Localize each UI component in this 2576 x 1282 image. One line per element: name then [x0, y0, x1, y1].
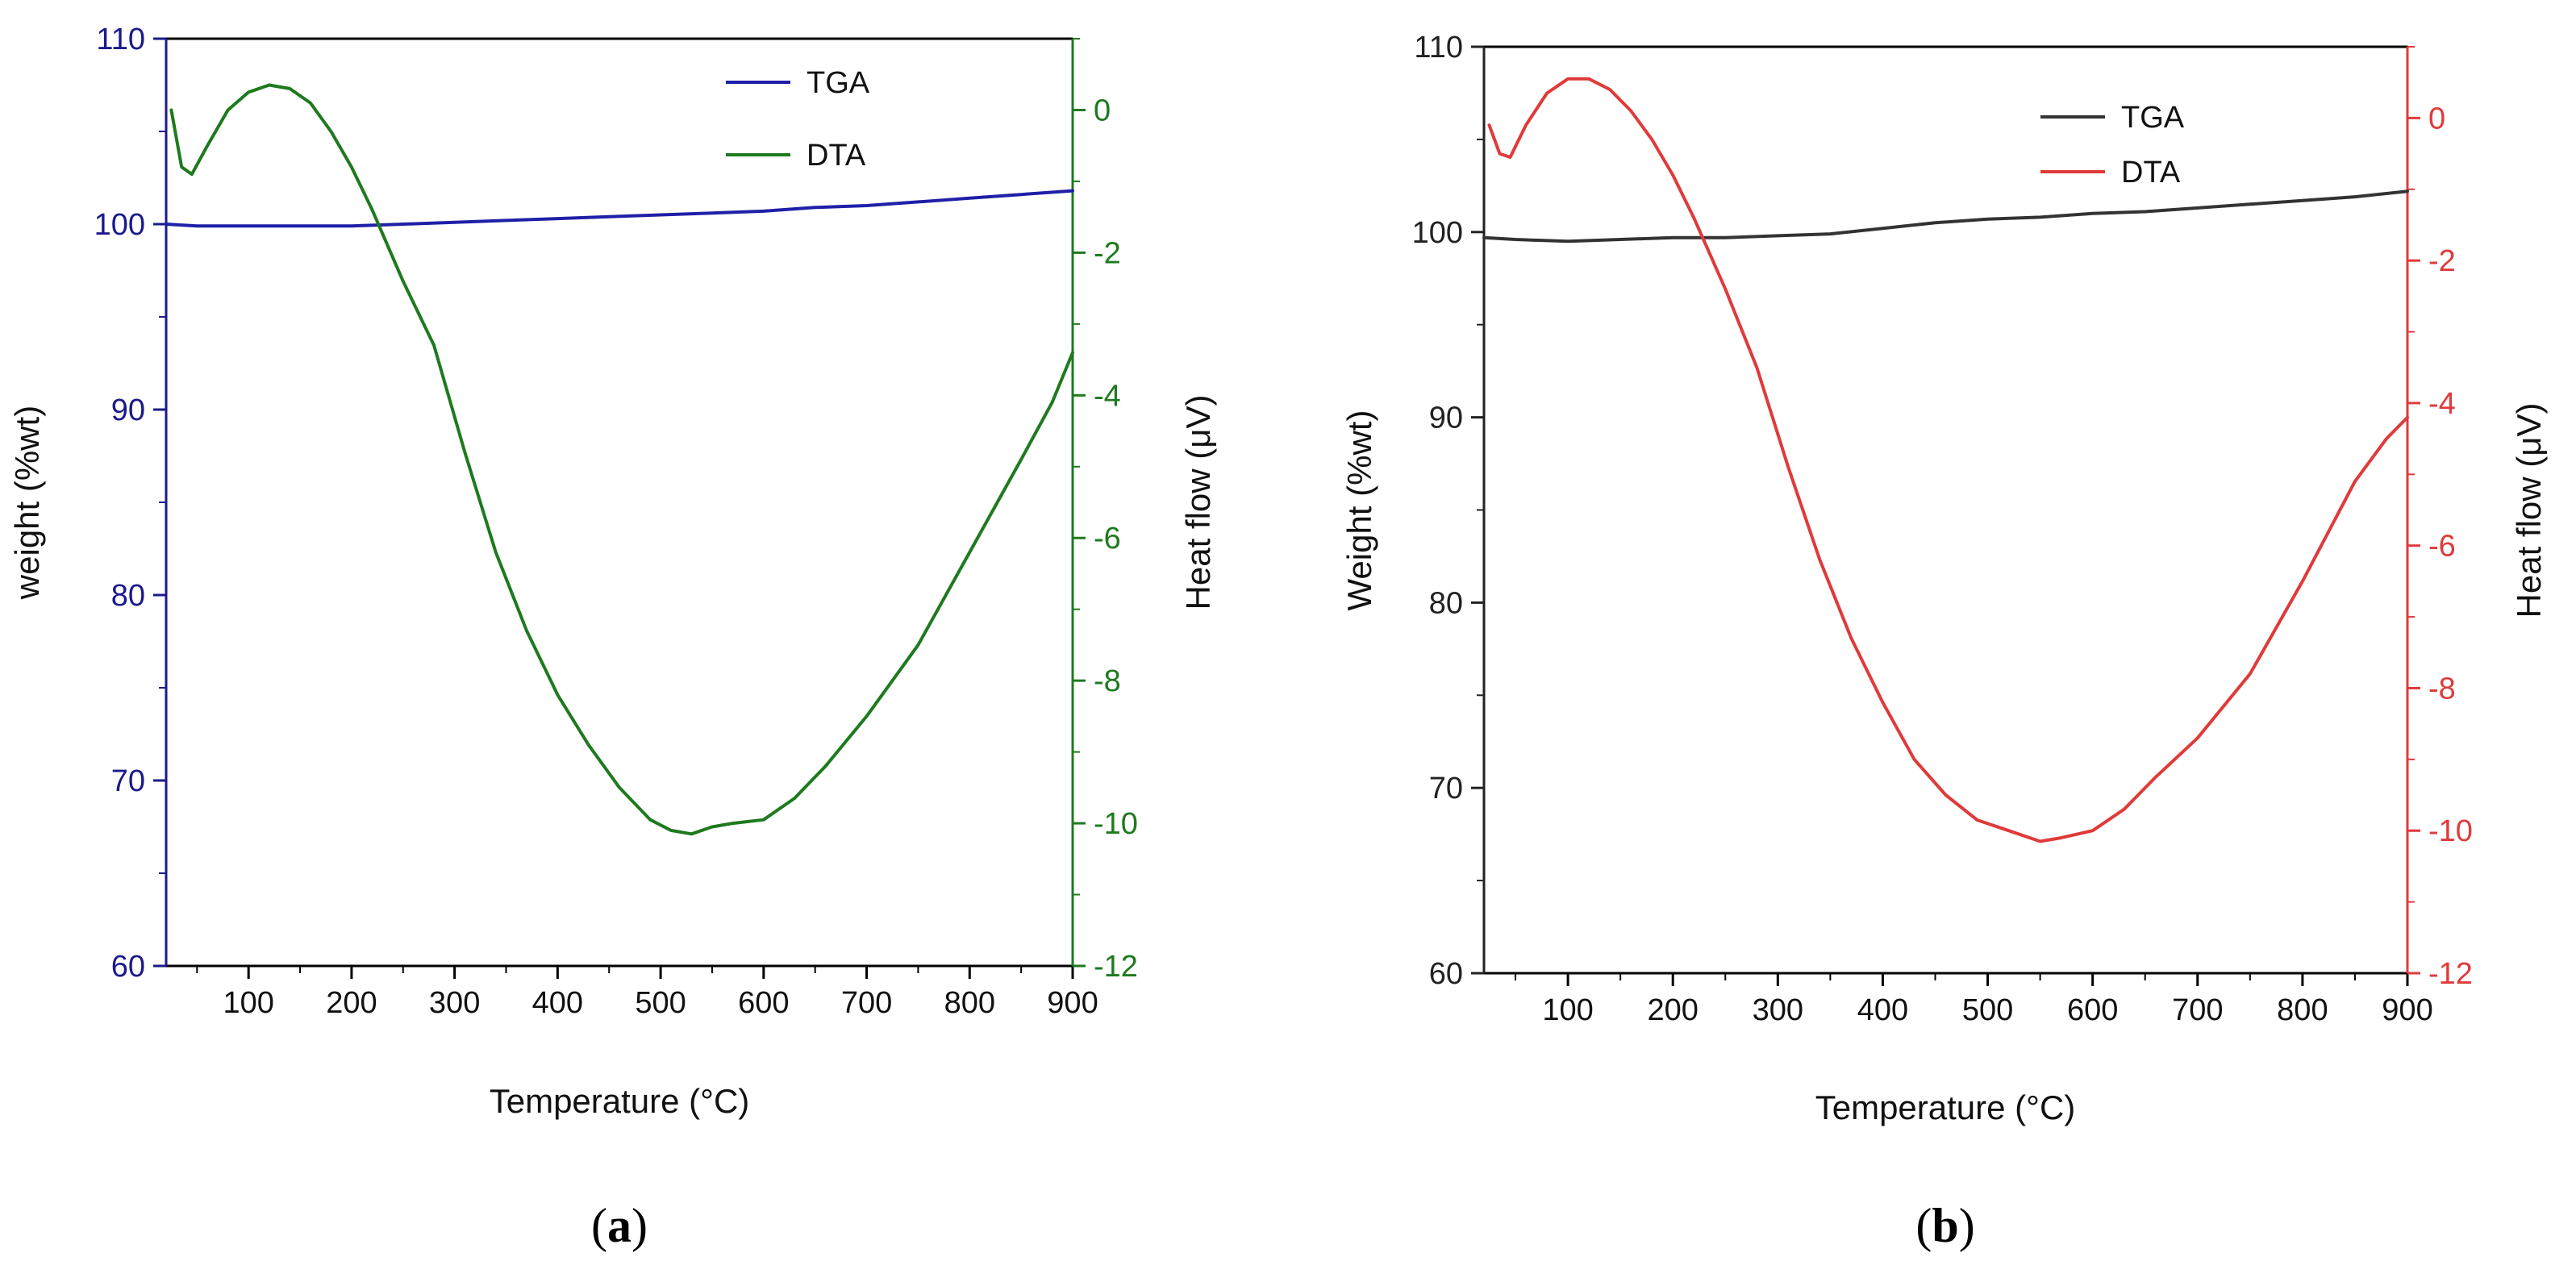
caption-letter: b — [1932, 1199, 1958, 1252]
y-left-tick-label: 110 — [1414, 31, 1463, 65]
x-tick-label: 400 — [532, 986, 583, 1020]
y-right-axis-title: Heat flow (μV) — [1179, 395, 1217, 610]
x-tick-label: 200 — [1648, 993, 1699, 1027]
y-left-axis-title: weight (%wt) — [8, 406, 46, 600]
y-right-tick-label: -4 — [1094, 379, 1121, 413]
x-tick-label: 600 — [2067, 993, 2118, 1027]
x-tick-label: 100 — [1542, 993, 1593, 1027]
caption-letter: a — [607, 1199, 631, 1252]
caption-paren-close: ) — [1959, 1199, 1975, 1252]
x-tick-label: 300 — [1753, 993, 1803, 1027]
y-right-tick-label: -12 — [1094, 950, 1138, 984]
y-left-tick-label: 60 — [111, 950, 145, 984]
x-tick-label: 500 — [1962, 993, 2013, 1027]
caption-paren-close: ) — [631, 1199, 648, 1252]
y-left-tick-label: 70 — [111, 764, 145, 798]
series-line-tga — [165, 189, 1074, 228]
legend-label-tga: TGA — [2121, 101, 2185, 135]
y-right-tick-label: -6 — [2428, 530, 2456, 564]
series-line-dta — [169, 83, 1074, 836]
panel-a: 100 200 300 400 500 600 700 800 900 60 70 80 90 100 11… — [8, 23, 1217, 1252]
x-tick-label: 500 — [635, 986, 686, 1020]
y-left-tick-label: 100 — [94, 208, 145, 242]
y-right-tick-label: -10 — [1094, 807, 1138, 841]
y-left-tick-label: 60 — [1429, 957, 1463, 991]
y-left-tick-label: 80 — [111, 579, 145, 613]
y-right-tick-label: 0 — [2428, 102, 2445, 135]
x-tick-label: 700 — [2172, 993, 2223, 1027]
x-tick-label: 600 — [738, 986, 789, 1020]
y-right-tick-label: -8 — [1094, 664, 1121, 698]
panel-b: 100 200 300 400 500 600 700 800 900 60 70 80 90 100 11… — [1340, 31, 2548, 1252]
caption-paren-open: ( — [591, 1199, 607, 1252]
y-right-tick-label: -4 — [2428, 387, 2456, 421]
y-right-tick-label: -12 — [2428, 957, 2473, 991]
legend-label-tga: TGA — [807, 66, 870, 100]
y-right-tick-label: -6 — [1094, 522, 1121, 556]
x-tick-label: 900 — [1047, 986, 1098, 1020]
panel-caption: (b) — [1915, 1199, 1974, 1252]
y-left-tick-label: 100 — [1412, 216, 1463, 250]
x-tick-label: 300 — [429, 986, 480, 1020]
x-axis-title: Temperature (°C) — [490, 1082, 750, 1120]
y-left-axis-title: Weight (%wt) — [1340, 410, 1378, 611]
x-tick-label: 100 — [223, 986, 273, 1020]
y-right-tick-label: -2 — [2428, 244, 2456, 278]
x-axis-title: Temperature (°C) — [1815, 1088, 2076, 1126]
x-tick-label: 800 — [944, 986, 995, 1020]
x-tick-label: 400 — [1857, 993, 1908, 1027]
series-line-tga — [1482, 189, 2409, 243]
y-right-tick-label: -10 — [2428, 814, 2473, 848]
y-right-tick-label: -8 — [2428, 672, 2456, 706]
y-left-tick-label: 90 — [1429, 402, 1463, 435]
y-right-tick-label: -2 — [1094, 236, 1121, 270]
y-left-tick-label: 110 — [96, 23, 145, 56]
y-left-tick-label: 90 — [111, 393, 145, 427]
series-line-dta — [1487, 77, 2409, 843]
y-left-tick-label: 70 — [1429, 772, 1463, 805]
x-tick-label: 200 — [326, 986, 377, 1020]
panel-caption: (a) — [591, 1199, 648, 1252]
caption-paren-open: ( — [1915, 1199, 1932, 1252]
x-tick-label: 800 — [2277, 993, 2328, 1027]
x-tick-label: 900 — [2382, 993, 2432, 1027]
y-right-tick-label: 0 — [1094, 94, 1111, 127]
x-tick-label: 700 — [841, 986, 892, 1020]
y-left-tick-label: 80 — [1429, 586, 1463, 620]
legend-label-dta: DTA — [807, 139, 866, 173]
legend-label-dta: DTA — [2121, 156, 2181, 189]
y-right-axis-title: Heat flow (μV) — [2510, 403, 2548, 618]
